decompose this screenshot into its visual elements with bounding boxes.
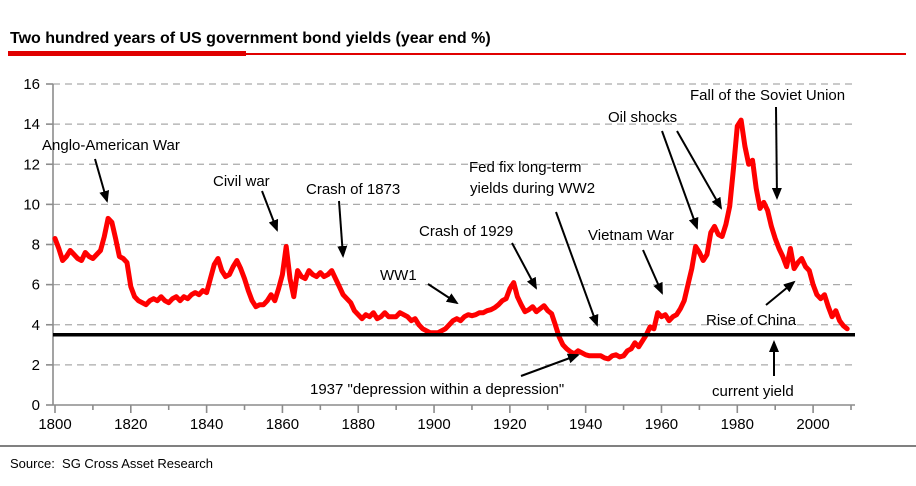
x-tick-label: 1920: [493, 416, 526, 433]
annotation-crash-of-1929: Crash of 1929: [419, 223, 513, 240]
annotation-vietnam-war: Vietnam War: [588, 227, 674, 244]
bond-yield-series-line: [52, 117, 850, 362]
x-tick-label: 1960: [645, 416, 678, 433]
y-tick-label: 6: [32, 277, 40, 294]
arrow-depression-1937: [520, 353, 580, 377]
x-tick-label: 1980: [721, 416, 754, 433]
annotation-labels: Anglo-American War Civil war Crash of 18…: [42, 87, 845, 400]
annotation-depression-1937: 1937 "depression within a depression": [310, 381, 564, 398]
annotation-fall-of-soviet-union: Fall of the Soviet Union: [690, 87, 845, 104]
x-tick-label: 2000: [796, 416, 829, 433]
x-tick-label: 1860: [266, 416, 299, 433]
arrow-oil-shocks: [661, 130, 699, 230]
arrow-vietnam-war: [642, 249, 663, 295]
annotation-fed-fix-ww2-line2: yields during WW2: [470, 180, 595, 197]
arrow-oil-shocks: [676, 130, 722, 210]
y-tick-label: 12: [23, 156, 40, 173]
y-tick-label: 16: [23, 76, 40, 93]
annotation-rise-of-china: Rise of China: [706, 312, 797, 329]
arrow-civil-war: [261, 190, 279, 232]
title-underline-thin: [8, 53, 906, 55]
x-tick-label: 1800: [38, 416, 71, 433]
arrow-rise-of-china: [765, 280, 796, 306]
footer-divider: [0, 445, 916, 447]
annotation-anglo-american-war: Anglo-American War: [42, 137, 180, 154]
arrow-fed-fix-ww2: [555, 211, 599, 327]
y-tick-label: 4: [32, 317, 40, 334]
chart-title: Two hundred years of US government bond …: [10, 30, 491, 47]
arrow-crash-of-1929: [511, 242, 537, 290]
annotation-current-yield: current yield: [712, 383, 794, 400]
annotation-arrows: [94, 106, 796, 377]
arrow-crash-of-1873: [337, 200, 348, 258]
axis-tick-labels: 0 2 4 6 8 10 12 14 16 1800 1820 1840 1860 1880 1900 192…: [23, 76, 829, 433]
y-tick-label: 2: [32, 357, 40, 374]
y-tick-label: 8: [32, 237, 40, 254]
annotation-oil-shocks: Oil shocks: [608, 109, 677, 126]
annotation-crash-of-1873: Crash of 1873: [306, 181, 400, 198]
title-underline-thick: [8, 51, 246, 56]
x-tick-label: 1940: [569, 416, 602, 433]
arrow-anglo-american-war: [94, 158, 110, 203]
annotation-ww1: WW1: [380, 267, 417, 284]
arrow-fall-of-soviet-union: [771, 106, 782, 200]
source-text: Source: SG Cross Asset Research: [10, 456, 214, 471]
x-tick-label: 1840: [190, 416, 223, 433]
y-tick-label: 0: [32, 397, 40, 414]
y-tick-label: 10: [23, 196, 40, 213]
arrow-ww1: [427, 283, 459, 305]
axes: [46, 83, 855, 413]
x-tick-label: 1880: [342, 416, 375, 433]
annotation-fed-fix-ww2-line1: Fed fix long-term: [469, 159, 582, 176]
annotation-civil-war: Civil war: [213, 173, 270, 190]
x-tick-label: 1900: [417, 416, 450, 433]
x-tick-label: 1820: [114, 416, 147, 433]
y-tick-label: 14: [23, 116, 40, 133]
gridlines: [53, 83, 855, 366]
